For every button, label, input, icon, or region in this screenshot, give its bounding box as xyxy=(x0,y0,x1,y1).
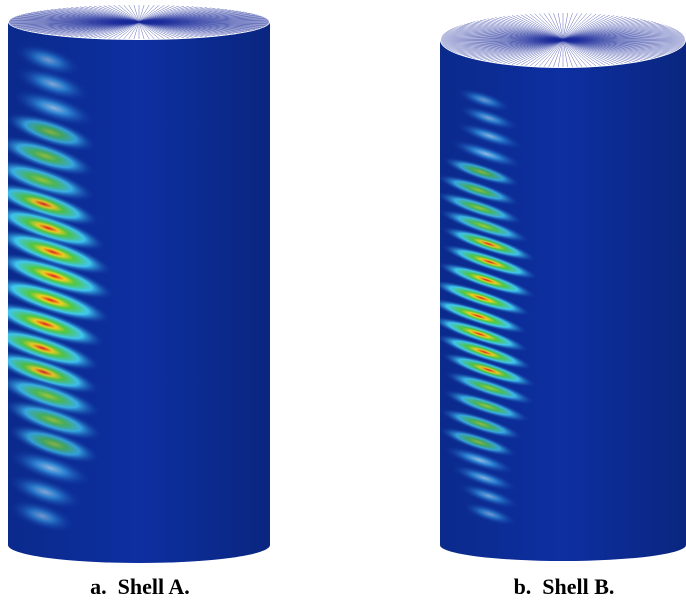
caption: a. Shell A. xyxy=(90,574,190,599)
top-mesh xyxy=(9,5,269,39)
page: a. Shell A. b. Shell B. (() => { const d… xyxy=(0,0,686,610)
top-mesh xyxy=(441,13,685,67)
caption: b. Shell B. xyxy=(514,574,615,599)
figure: a. Shell A. b. Shell B. xyxy=(0,0,686,610)
